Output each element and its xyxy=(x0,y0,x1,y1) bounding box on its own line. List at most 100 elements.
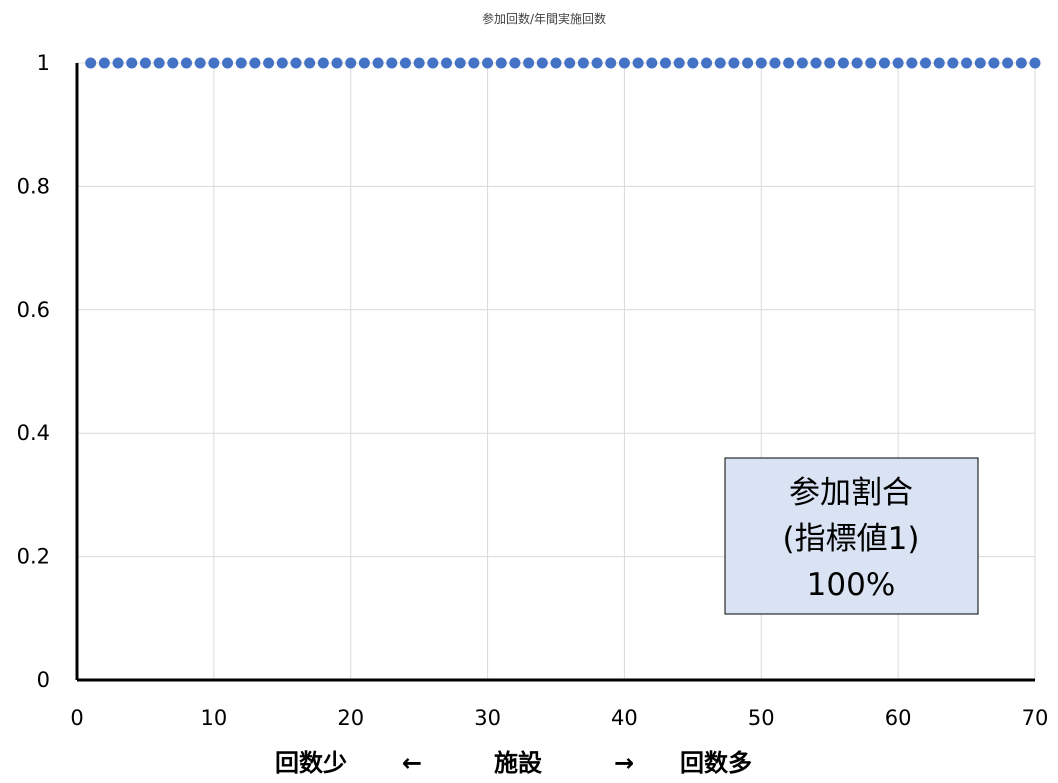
y-tick-label: 0.2 xyxy=(17,545,50,569)
data-point xyxy=(974,57,986,69)
data-point xyxy=(755,57,767,69)
annotation-line-3: 100% xyxy=(807,567,896,603)
data-point xyxy=(591,57,603,69)
data-point xyxy=(837,57,849,69)
data-point xyxy=(126,57,138,69)
data-point xyxy=(413,57,425,69)
data-point xyxy=(304,57,316,69)
data-point xyxy=(399,57,411,69)
x-tick-label: 70 xyxy=(1022,706,1049,730)
data-point xyxy=(687,57,699,69)
data-point xyxy=(98,57,110,69)
data-point xyxy=(263,57,275,69)
data-point xyxy=(85,57,97,69)
data-point xyxy=(659,57,671,69)
x-label-right-arrow: → xyxy=(614,749,634,777)
data-point xyxy=(331,57,343,69)
y-tick-label: 1 xyxy=(37,51,50,75)
y-tick-label: 0.6 xyxy=(17,298,50,322)
data-point xyxy=(714,57,726,69)
x-tick-label: 60 xyxy=(885,706,912,730)
axes xyxy=(75,63,1035,682)
data-point xyxy=(427,57,439,69)
data-point xyxy=(851,57,863,69)
data-point xyxy=(906,57,918,69)
data-point xyxy=(796,57,808,69)
data-point xyxy=(769,57,781,69)
x-tick-label: 40 xyxy=(611,706,638,730)
x-tick-label: 0 xyxy=(70,706,83,730)
y-tick-labels: 0 0.2 0.4 0.6 0.8 1 xyxy=(17,51,50,692)
data-point xyxy=(824,57,836,69)
data-point xyxy=(290,57,302,69)
data-point xyxy=(523,57,535,69)
x-tick-label: 10 xyxy=(200,706,227,730)
y-tick-label: 0 xyxy=(37,668,50,692)
data-point xyxy=(892,57,904,69)
data-point xyxy=(961,57,973,69)
annotation-line-1: 参加割合 xyxy=(789,475,913,511)
data-point xyxy=(920,57,932,69)
data-point xyxy=(345,57,357,69)
data-point xyxy=(194,57,206,69)
x-label-left-arrow: ← xyxy=(402,749,422,777)
data-point xyxy=(468,57,480,69)
data-point xyxy=(728,57,740,69)
data-point xyxy=(167,57,179,69)
data-point xyxy=(878,57,890,69)
data-point xyxy=(742,57,754,69)
data-point xyxy=(372,57,384,69)
data-point xyxy=(933,57,945,69)
x-tick-label: 50 xyxy=(748,706,775,730)
data-point xyxy=(550,57,562,69)
annotation-line-2: (指標値1) xyxy=(783,521,920,557)
data-point xyxy=(1002,57,1014,69)
data-point xyxy=(1029,57,1041,69)
data-point xyxy=(536,57,548,69)
x-tick-label: 30 xyxy=(474,706,501,730)
y-tick-label: 0.8 xyxy=(17,174,50,198)
data-point xyxy=(386,57,398,69)
data-point xyxy=(180,57,192,69)
data-point xyxy=(673,57,685,69)
data-point xyxy=(454,57,466,69)
data-point xyxy=(276,57,288,69)
data-point xyxy=(810,57,822,69)
annotation-background xyxy=(724,457,979,615)
x-label-more: 回数多 xyxy=(680,749,752,777)
x-tick-labels: 0 10 20 30 40 50 60 70 xyxy=(70,706,1048,730)
data-point xyxy=(988,57,1000,69)
data-point xyxy=(249,57,261,69)
chart-title: 参加回数/年間実施回数 xyxy=(482,11,606,26)
x-label-fewer: 回数少 xyxy=(275,749,347,777)
data-point xyxy=(865,57,877,69)
data-point xyxy=(112,57,124,69)
data-point xyxy=(222,57,234,69)
data-point xyxy=(947,57,959,69)
data-point xyxy=(701,57,713,69)
data-point xyxy=(646,57,658,69)
data-point xyxy=(208,57,220,69)
data-point xyxy=(577,57,589,69)
x-axis-label: 回数少 ← 施設 → 回数多 xyxy=(275,749,752,777)
data-point xyxy=(564,57,576,69)
data-points xyxy=(85,57,1041,69)
data-point xyxy=(509,57,521,69)
data-point xyxy=(783,57,795,69)
data-point xyxy=(139,57,151,69)
x-label-facility: 施設 xyxy=(494,749,543,777)
annotation-box: 参加割合 (指標値1) 100% xyxy=(724,457,979,615)
data-point xyxy=(605,57,617,69)
data-point xyxy=(482,57,494,69)
data-point xyxy=(153,57,165,69)
data-point xyxy=(317,57,329,69)
data-point xyxy=(358,57,370,69)
x-tick-label: 20 xyxy=(337,706,364,730)
y-tick-label: 0.4 xyxy=(17,421,50,445)
data-point xyxy=(1015,57,1027,69)
data-point xyxy=(632,57,644,69)
data-point xyxy=(235,57,247,69)
data-point xyxy=(618,57,630,69)
data-point xyxy=(495,57,507,69)
